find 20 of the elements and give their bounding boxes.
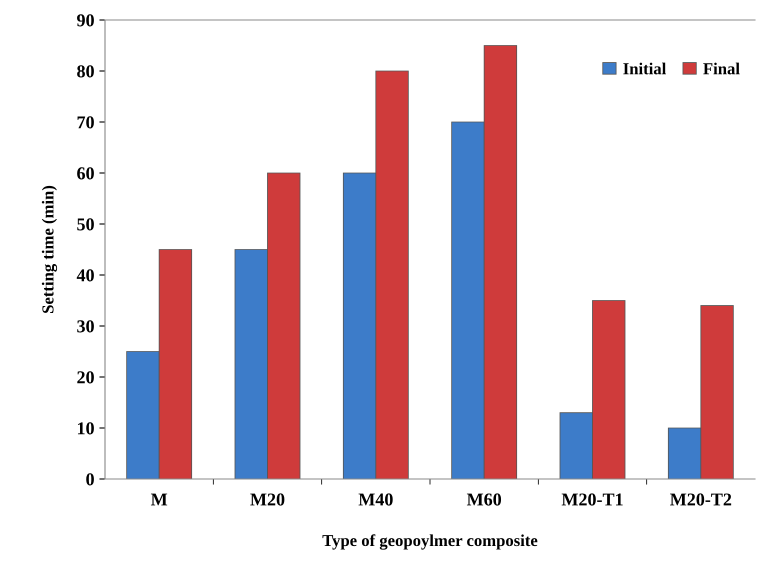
- y-tick-label: 80: [77, 65, 94, 78]
- legend-label: Final: [703, 62, 740, 74]
- x-tick-label: M20-T1: [562, 493, 623, 506]
- y-tick-label: 70: [78, 116, 94, 128]
- y-tick-label: 10: [78, 422, 94, 434]
- y-tick-label: 40: [76, 269, 94, 282]
- x-axis-title: Type of geopoylmer composite: [322, 534, 538, 550]
- y-tick-label: 60: [77, 167, 94, 180]
- y-tick-label: 0: [86, 473, 94, 486]
- y-tick-label: 20: [77, 371, 94, 384]
- x-tick-label: M20-T2: [670, 493, 732, 506]
- y-tick-label: 90: [77, 14, 94, 26]
- x-tick-label: M40: [358, 493, 393, 506]
- y-axis-title: Setting time (min): [42, 186, 58, 313]
- y-tick-label: 30: [77, 320, 94, 332]
- x-tick-label: M60: [466, 493, 502, 506]
- legend-label: Initial: [623, 62, 666, 74]
- x-tick-label: M20: [250, 493, 284, 506]
- y-tick-label: 50: [77, 218, 94, 230]
- x-tick-label: M: [150, 494, 168, 506]
